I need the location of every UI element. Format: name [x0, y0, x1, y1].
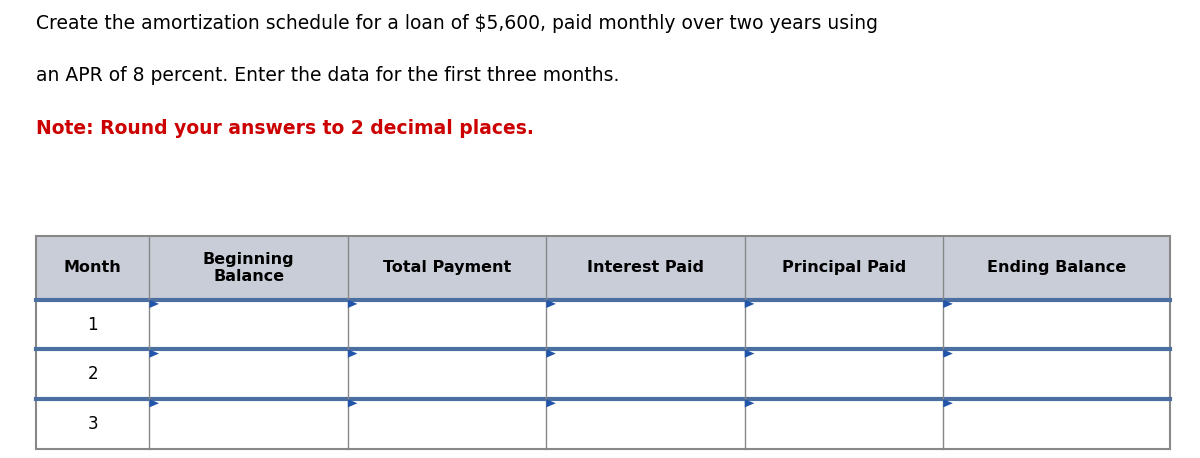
Bar: [36, 236, 1170, 449]
Polygon shape: [348, 399, 358, 408]
Polygon shape: [546, 399, 556, 408]
Polygon shape: [348, 349, 358, 358]
Bar: [36, 300, 1170, 349]
Text: Total Payment: Total Payment: [383, 260, 511, 275]
Polygon shape: [943, 349, 953, 358]
Text: an APR of 8 percent. Enter the data for the first three months.: an APR of 8 percent. Enter the data for …: [36, 66, 619, 85]
Text: Interest Paid: Interest Paid: [587, 260, 704, 275]
Polygon shape: [745, 300, 755, 308]
Polygon shape: [745, 399, 755, 408]
Bar: [36, 349, 1170, 399]
Text: 2: 2: [88, 365, 98, 383]
Text: Beginning
Balance: Beginning Balance: [203, 251, 294, 284]
Text: Ending Balance: Ending Balance: [986, 260, 1127, 275]
Polygon shape: [546, 300, 556, 308]
Polygon shape: [150, 300, 158, 308]
Text: Principal Paid: Principal Paid: [782, 260, 906, 275]
Bar: [36, 236, 1170, 300]
Polygon shape: [745, 349, 755, 358]
Polygon shape: [943, 399, 953, 408]
Polygon shape: [150, 349, 158, 358]
Text: Note: Round your answers to 2 decimal places.: Note: Round your answers to 2 decimal pl…: [36, 119, 534, 138]
Polygon shape: [943, 300, 953, 308]
Text: Create the amortization schedule for a loan of $5,600, paid monthly over two yea: Create the amortization schedule for a l…: [36, 14, 878, 33]
Text: 3: 3: [88, 415, 98, 433]
Bar: [36, 399, 1170, 449]
Text: Month: Month: [64, 260, 121, 275]
Text: 1: 1: [88, 316, 98, 333]
Polygon shape: [348, 300, 358, 308]
Polygon shape: [150, 399, 158, 408]
Polygon shape: [546, 349, 556, 358]
